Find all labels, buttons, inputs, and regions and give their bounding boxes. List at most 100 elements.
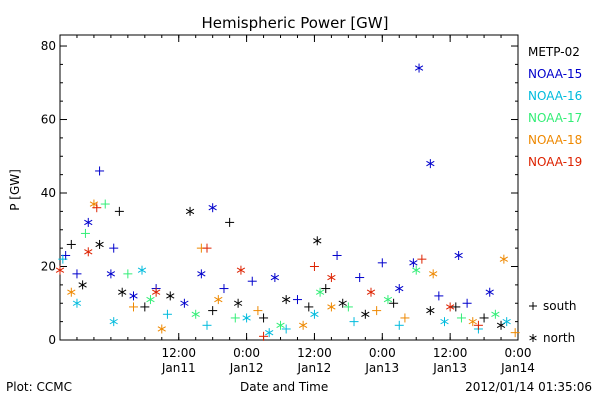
noaa-17-south-point [456,313,466,323]
noaa-18-north-point [468,317,477,327]
noaa-19-north-point [84,247,93,257]
metp-02-south-point [479,313,489,323]
noaa-16-north-point [109,317,118,327]
metp-02-south-point [389,298,399,308]
metp-02-north-point [78,280,87,290]
noaa-15-south-point [462,298,472,308]
metp-02-north-point [282,295,291,305]
noaa-15-north-point [197,269,206,279]
noaa-17-north-point [315,287,325,297]
noaa-18-south-point [510,328,520,338]
chart-title: Hemispheric Power [GW] [202,14,389,32]
noaa-15-north-point [270,273,280,283]
noaa-15-south-point [72,269,82,279]
noaa-15-north-point [208,203,217,213]
x-tick-date-label: Jan13 [432,361,467,375]
noaa-17-south-point [123,269,133,279]
noaa-15-north-point [426,159,435,169]
plot-credit: Plot: CCMC [6,380,72,394]
metp-02-north-point [338,298,347,308]
legend-noaa-18: NOAA-18 [528,133,582,147]
noaa-18-north-point [499,254,509,264]
y-axis: 0 20 40 60 80 [41,39,518,347]
x-tick-time-label: 12:00 [297,346,332,360]
noaa-16-south-point [202,320,212,330]
noaa-17-south-point [80,228,90,238]
noaa-18-south-point [253,306,263,316]
metp-02-south-point [451,302,461,312]
plot-frame [59,34,519,341]
x-tick-time-label: 12:00 [433,346,468,360]
noaa-18-north-point [298,320,308,330]
y-tick-label: 20 [41,260,56,274]
x-axis-label: Date and Time [240,380,329,394]
x-tick-date-label: Jan11 [161,361,196,375]
noaa-19-north-point [366,287,376,297]
noaa-15-south-point [109,243,119,253]
y-tick-label: 80 [41,39,56,53]
legend-noaa-17: NOAA-17 [528,111,582,125]
marker-legend-south: south [543,299,577,313]
noaa-19-south-point [473,320,483,330]
noaa-17-south-point [343,302,353,312]
data-markers [55,63,520,341]
y-tick-label: 60 [41,113,56,127]
noaa-15-south-point [95,166,105,176]
x-tick-date-label: Jan14 [500,361,535,375]
noaa-15-north-point [454,250,463,260]
noaa-15-north-point [409,258,418,268]
metp-02-south-point [259,313,269,323]
marker-legend-north: north [543,331,575,345]
metp-02-north-point [185,206,195,216]
noaa-17-south-point [100,199,110,209]
noaa-18-south-point [372,306,382,316]
legend-metp-02: METP-02 [528,45,580,59]
x-tick-date-label: Jan12 [297,361,332,375]
x-tick-time-label: 0:00 [369,346,396,360]
noaa-15-south-point [434,291,444,301]
x-axis: 12:00Jan110:00Jan1212:00Jan120:00Jan1312… [76,35,535,375]
noaa-18-north-point [327,302,336,312]
noaa-15-south-point [355,273,365,283]
noaa-15-south-point [377,258,387,268]
noaa-19-north-point [446,302,455,312]
noaa-18-north-point [429,269,438,279]
noaa-19-south-point [259,331,269,341]
noaa-18-south-point [129,302,139,312]
noaa-15-south-point [247,276,257,286]
noaa-16-south-point [394,320,404,330]
noaa-15-north-point [395,284,404,294]
legend-noaa-15: NOAA-15 [528,67,582,81]
noaa-15-north-point [485,287,494,297]
noaa-17-north-point [276,320,285,330]
marker-legend-north-symbol [529,334,537,342]
noaa-16-north-point [242,313,251,323]
noaa-15-south-point [292,295,302,305]
x-tick-time-label: 0:00 [233,346,260,360]
noaa-17-north-point [412,265,421,275]
noaa-17-north-point [491,309,500,319]
noaa-18-north-point [67,287,76,297]
noaa-15-north-point [414,63,424,73]
noaa-17-north-point [383,295,393,305]
noaa-15-north-point [106,269,116,279]
metp-02-north-point [166,291,175,301]
noaa-19-north-point [55,265,65,275]
plot-timestamp: 2012/01/14 01:35:06 [465,380,592,394]
metp-02-north-point [361,309,370,319]
y-axis-label: P [GW] [8,169,22,211]
marker-legend: south north [529,299,577,345]
noaa-18-north-point [157,324,166,334]
x-tick-time-label: 12:00 [161,346,196,360]
metp-02-north-point [426,306,435,316]
noaa-19-south-point [417,254,427,264]
noaa-16-south-point [281,324,291,334]
noaa-16-north-point [72,298,82,308]
noaa-19-north-point [151,287,161,297]
noaa-16-north-point [265,328,274,338]
noaa-15-north-point [180,298,189,308]
metp-02-south-point [304,302,314,312]
noaa-15-south-point [219,284,229,294]
noaa-16-south-point [162,309,172,319]
